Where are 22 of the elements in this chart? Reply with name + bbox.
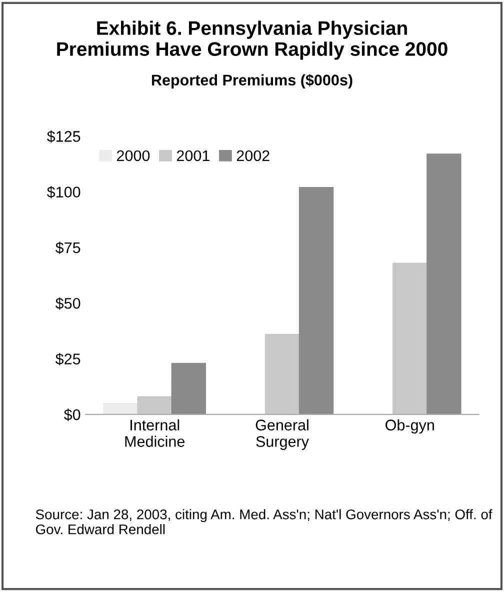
- y-tick-label: $25: [55, 352, 80, 366]
- y-tick-label: $125: [47, 130, 80, 143]
- bar: [392, 262, 428, 414]
- bar: [426, 154, 462, 414]
- legend-label: 2000: [117, 150, 150, 162]
- x-tick-label: Ob-gyn: [386, 419, 434, 434]
- y-tick-label: $0: [64, 408, 80, 421]
- chart-subtitle: Reported Premiums ($000s): [152, 74, 352, 89]
- y-tick-label: $75: [55, 242, 80, 254]
- y-tick-label: $50: [55, 297, 80, 310]
- bar: [103, 402, 138, 414]
- bar: [264, 334, 300, 414]
- bar: [298, 187, 334, 414]
- legend-label: 2002: [236, 150, 270, 162]
- x-tick-label: Internal Medicine: [125, 419, 184, 447]
- chart-title: Exhibit 6. Pennsylvania Physician Premiums Have Grown Rapidly since 2000: [57, 20, 448, 60]
- bar: [171, 362, 206, 414]
- source-note: Source: Jan 28, 2003, citing Am. Med. Ass'n; Nat'l Governors Ass'n; Off. of Gov. Edward Rendell: [36, 509, 492, 534]
- bar: [137, 396, 172, 414]
- y-tick-label: $100: [47, 186, 80, 198]
- legend-label: 2001: [176, 150, 210, 162]
- x-tick-label: General Surgery: [256, 419, 309, 450]
